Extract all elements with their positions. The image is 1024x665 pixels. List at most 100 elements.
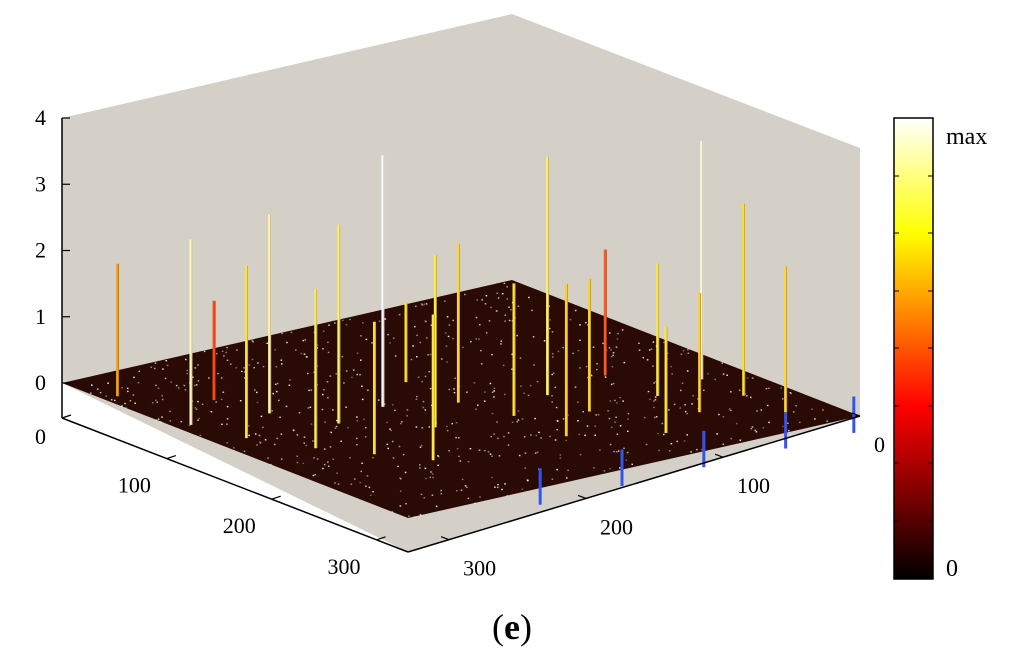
noise-point (447, 335, 450, 338)
noise-point (585, 365, 588, 368)
noise-point (792, 411, 795, 413)
noise-point (293, 429, 295, 432)
noise-point (454, 377, 456, 379)
noise-point (162, 368, 164, 370)
noise-point (166, 364, 169, 367)
noise-point (500, 343, 502, 345)
noise-point (324, 421, 326, 423)
noise-point (673, 403, 676, 406)
noise-point (582, 411, 584, 413)
noise-point (417, 376, 420, 378)
noise-point (364, 436, 367, 438)
noise-point (251, 358, 254, 361)
noise-point (420, 303, 423, 305)
noise-point (345, 406, 347, 408)
z-tick-label: 2 (35, 238, 46, 263)
noise-point (610, 426, 613, 429)
noise-point (730, 409, 732, 412)
noise-point (440, 492, 443, 495)
noise-point (577, 401, 579, 403)
noise-point (154, 367, 156, 370)
noise-point (322, 330, 325, 332)
noise-point (535, 434, 538, 437)
noise-point (735, 422, 738, 425)
noise-point (335, 425, 338, 428)
noise-point (267, 457, 269, 459)
noise-point (361, 398, 364, 401)
noise-point (437, 464, 439, 466)
noise-point (478, 449, 481, 451)
noise-point (445, 345, 448, 347)
noise-point (215, 401, 217, 403)
noise-point (453, 388, 455, 390)
noise-point (530, 434, 532, 436)
noise-point (186, 372, 189, 375)
noise-point (538, 431, 540, 434)
noise-point (506, 298, 508, 300)
noise-point (479, 324, 481, 326)
noise-point (150, 366, 153, 368)
noise-point (690, 451, 692, 453)
noise-point (419, 467, 421, 469)
noise-point (278, 399, 280, 402)
noise-point (540, 437, 542, 439)
noise-point (342, 319, 344, 322)
noise-point (226, 346, 228, 349)
noise-point (356, 373, 359, 376)
noise-point (680, 389, 682, 392)
noise-point (194, 367, 197, 369)
noise-point (579, 339, 581, 341)
noise-point (356, 352, 359, 354)
noise-point (458, 437, 460, 439)
noise-point (562, 346, 564, 349)
noise-point (270, 463, 272, 466)
noise-point (352, 369, 355, 371)
noise-point (423, 303, 426, 305)
noise-point (701, 448, 703, 451)
z-tick-label: 0 (35, 424, 46, 449)
noise-point (503, 435, 505, 438)
noise-point (614, 399, 616, 402)
noise-point (226, 405, 229, 408)
noise-point (275, 390, 278, 393)
noise-point (127, 390, 129, 393)
noise-point (670, 443, 673, 445)
noise-point (493, 390, 495, 392)
noise-point (587, 324, 589, 326)
noise-point (657, 432, 659, 435)
noise-point (480, 349, 482, 352)
noise-point (193, 384, 196, 387)
noise-point (536, 380, 539, 383)
noise-point (399, 490, 402, 492)
noise-point (312, 474, 315, 477)
noise-point (527, 394, 530, 397)
noise-point (236, 349, 238, 351)
noise-point (448, 324, 451, 326)
noise-point (197, 364, 199, 366)
noise-point (511, 368, 513, 370)
noise-point (421, 427, 424, 429)
noise-point (480, 363, 483, 365)
noise-point (556, 468, 558, 471)
noise-point (612, 354, 614, 357)
noise-point (493, 433, 495, 435)
noise-point (653, 416, 656, 419)
noise-point (323, 448, 326, 450)
noise-point (565, 439, 567, 442)
noise-point (300, 352, 303, 355)
noise-point (478, 338, 480, 340)
noise-point (398, 313, 401, 316)
noise-point (616, 402, 618, 404)
noise-point (253, 367, 255, 369)
noise-point (399, 505, 402, 507)
noise-point (350, 483, 353, 485)
noise-point (593, 467, 595, 469)
noise-point (493, 396, 495, 398)
noise-point (259, 442, 262, 444)
noise-point (356, 420, 359, 422)
noise-point (365, 338, 368, 341)
noise-point (239, 400, 242, 402)
noise-point (121, 387, 123, 389)
noise-point (132, 394, 135, 396)
noise-point (327, 397, 329, 399)
